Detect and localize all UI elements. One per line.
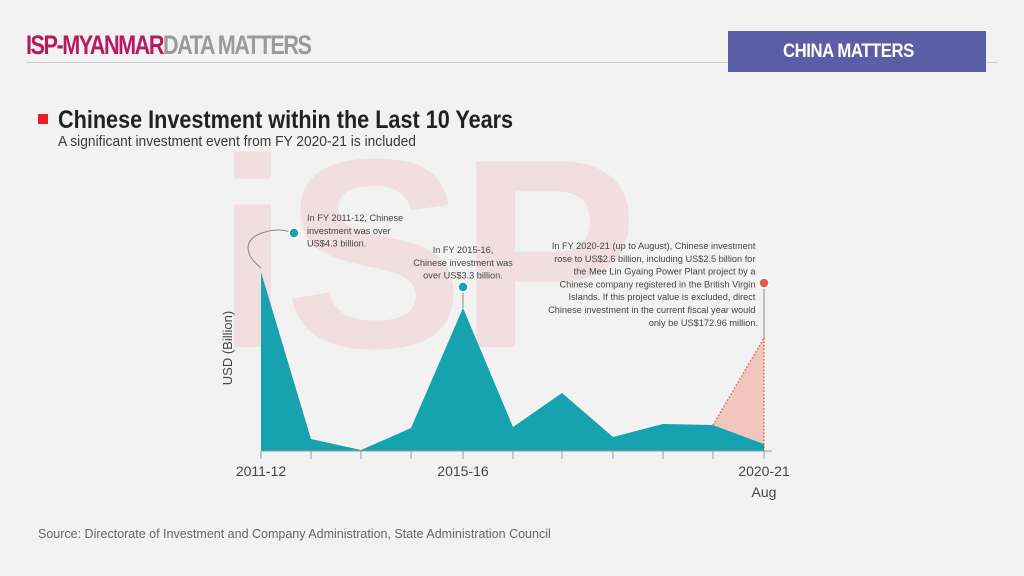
svg-text:USD (Billion): USD (Billion) — [220, 311, 235, 385]
svg-text:2015-16: 2015-16 — [437, 463, 489, 479]
svg-text:In FY 2015-16,Chinese investme: In FY 2015-16, Chinese investment was over… — [413, 245, 513, 281]
svg-text:Aug: Aug — [752, 484, 777, 500]
svg-text:2011-12: 2011-12 — [236, 463, 287, 479]
svg-text:In FY 2020-21 (up to August),: In FY 2020-21 (up to August), Chinese in… — [548, 241, 758, 328]
svg-text:2020-21: 2020-21 — [738, 463, 790, 479]
